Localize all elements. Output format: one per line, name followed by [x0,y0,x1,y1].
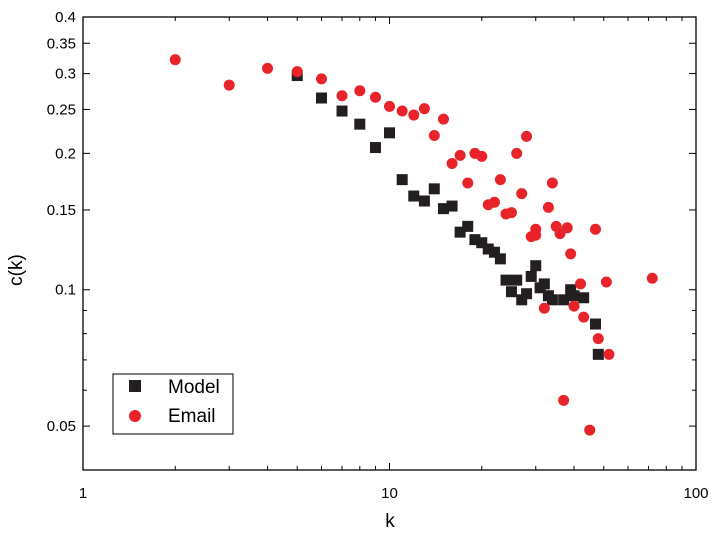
email-point [538,302,550,314]
email-point [592,333,604,345]
email-point [384,100,395,112]
legend-label-model: Model [168,377,220,398]
legend-marker-model [129,380,141,392]
model-point [437,203,449,215]
legend-marker-email [129,410,141,422]
model-point [476,237,488,249]
model-point [336,105,348,117]
model-point [589,318,601,330]
model-point [384,127,395,139]
model-point [494,253,506,265]
y-tick-label: 0.2 [55,145,76,162]
model-point [462,220,474,232]
email-point [603,348,615,360]
legend-label-email: Email [168,406,216,427]
email-point [505,207,517,219]
email-point [561,222,573,234]
y-axis-label: c(k) [6,254,27,286]
email-point [488,196,500,208]
model-point [592,348,604,360]
email-point [462,177,474,189]
model-point [568,290,580,302]
data-marks [169,54,658,436]
model-point [482,243,494,255]
model-point [516,294,528,306]
email-point [589,223,601,235]
email-point [418,103,430,115]
model-point [418,195,430,207]
legend: Model Email [112,373,234,435]
model-point [558,294,570,306]
axis-ticks: 1 10 100 0.05 0.1 0.15 0.2 0.25 0.3 0.35 0.4 [47,9,709,502]
email-point [494,174,506,186]
model-point [500,274,512,286]
model-point [396,174,408,186]
model-point [538,278,550,290]
model-point [565,284,577,296]
model-point [354,118,366,130]
email-point [454,149,466,161]
email-point [437,113,449,125]
model-point [521,288,533,300]
email-point [530,223,542,235]
email-point [521,130,533,142]
email-point [600,276,612,288]
email-point [568,300,580,312]
model-point [530,260,542,272]
model-point [578,292,590,304]
x-axis-label: k [385,511,395,532]
email-point [316,73,328,85]
email-point [369,91,381,103]
email-point [354,85,366,97]
x-tick-label: 1 [79,485,87,502]
email-point [558,394,570,406]
model-point [488,246,500,258]
email-point [336,90,348,102]
y-tick-label: 0.3 [55,66,76,83]
series-model [291,70,604,360]
email-point [542,201,554,213]
model-point [316,92,328,104]
email-point [565,248,577,260]
series-email [169,54,658,436]
email-point [428,130,440,142]
y-tick-label: 0.15 [47,202,76,219]
model-point [525,270,537,282]
model-point [408,190,420,202]
model-point [454,226,466,238]
y-tick-label: 0.1 [55,282,76,299]
y-tick-label: 0.35 [47,35,76,52]
model-point [446,200,458,212]
email-point [291,66,303,78]
model-point [546,294,558,306]
email-point [516,188,528,200]
model-point [428,183,440,195]
email-point [262,62,274,74]
x-tick-label: 10 [381,485,398,502]
email-point [408,109,420,121]
model-point [469,234,481,246]
email-point [169,54,181,66]
y-tick-label: 0.05 [47,418,76,435]
email-point [578,311,590,323]
email-point [646,272,658,284]
y-tick-label: 0.4 [55,9,76,26]
email-point [223,79,235,91]
email-point [476,150,488,162]
email-point [575,278,587,290]
email-point [396,105,408,117]
email-point [584,424,596,436]
email-point [446,157,458,169]
email-point [511,147,523,159]
email-point [546,177,558,189]
model-point [369,142,381,154]
x-tick-label: 100 [683,485,708,502]
y-tick-label: 0.25 [47,101,76,118]
model-point [511,274,523,286]
model-point [505,286,517,298]
